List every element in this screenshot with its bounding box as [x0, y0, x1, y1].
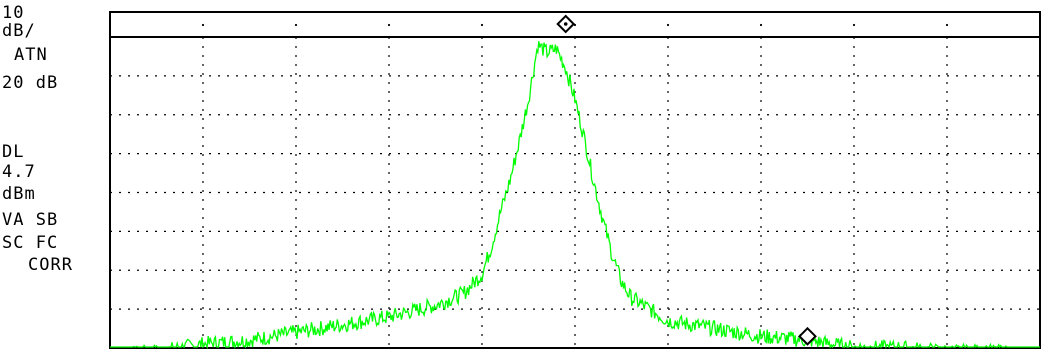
display-line-value: 4.7	[2, 162, 36, 182]
display-line-label: DL	[2, 142, 25, 162]
header-tick	[294, 23, 298, 27]
flags-line-2: SC FC	[2, 233, 59, 253]
header-tick	[759, 23, 763, 27]
flags-line-3: CORR	[28, 255, 73, 275]
trace-series-0	[110, 41, 1040, 350]
flags-line-1: VA SB	[2, 210, 59, 230]
header-tick	[666, 23, 670, 27]
header-tick	[201, 23, 205, 27]
marker-diamond	[798, 326, 817, 346]
atten-value: 20 dB	[2, 73, 59, 93]
marker-dot	[563, 22, 568, 26]
header-tick	[852, 23, 856, 27]
header-tick	[945, 23, 949, 27]
plot-frame	[109, 11, 1041, 349]
scale-line-1: 10	[2, 3, 25, 23]
header-tick	[480, 23, 484, 27]
header-tick	[387, 23, 391, 27]
scale-line-2: dB/	[2, 21, 36, 41]
atten-label: ATN	[14, 45, 48, 65]
display-line-unit: dBm	[2, 184, 36, 204]
